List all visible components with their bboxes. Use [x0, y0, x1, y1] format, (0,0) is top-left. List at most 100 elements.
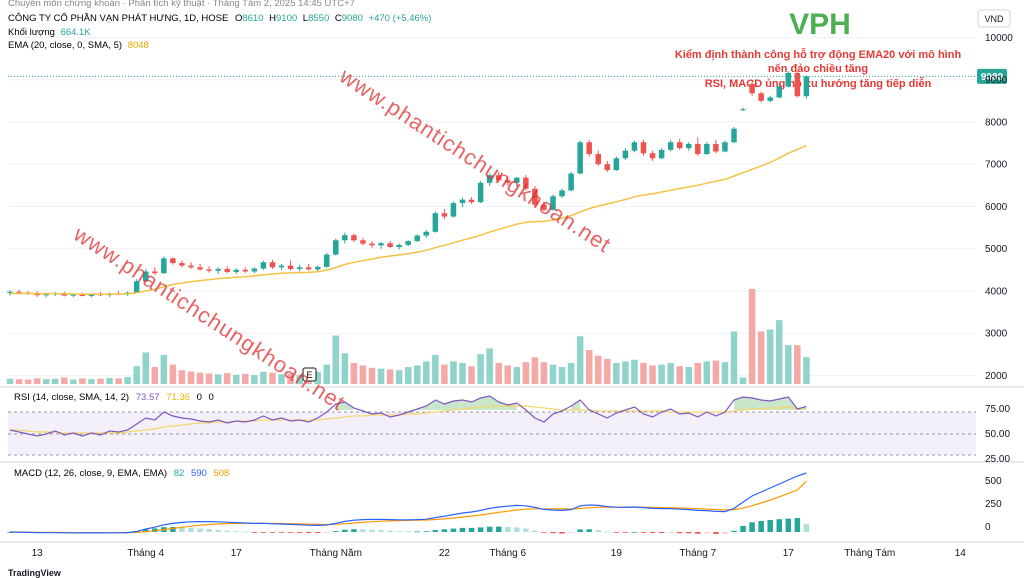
macd-histogram-bar — [206, 529, 212, 532]
volume-bar — [686, 367, 693, 384]
candle-body — [161, 258, 167, 273]
candle-body — [632, 142, 638, 150]
price-tick-label: 10000 — [985, 33, 1013, 44]
macd-line — [10, 473, 806, 533]
volume-bar — [477, 354, 484, 384]
candle-body — [433, 213, 439, 232]
rsi-legend: RSI (14, close, SMA, 14, 2) 73.57 71.36 … — [14, 392, 214, 403]
macd-histogram-bar — [559, 532, 565, 534]
chart-top-line: Chuyên môn chứng khoán · Phân tích kỹ th… — [8, 0, 355, 9]
rsi-extra-1: 0 — [197, 392, 202, 403]
volume-bar — [523, 362, 530, 384]
volume-bar — [622, 361, 629, 384]
macd-label: MACD (12, 26, close, 9, EMA, EMA) — [14, 468, 167, 479]
macd-histogram-bar — [623, 532, 629, 533]
legend-ema: EMA (20, close, 0, SMA, 5) 8048 — [8, 40, 149, 51]
volume-bar — [495, 363, 502, 384]
macd-histogram-bar — [650, 532, 656, 533]
candle-body — [758, 93, 764, 101]
volume-bar — [16, 379, 22, 384]
macd-histogram-bar — [614, 532, 620, 533]
high-value: 9100 — [276, 13, 297, 24]
macd-histogram-bar — [224, 531, 230, 532]
macd-histogram-bar — [360, 529, 366, 532]
volume-bar — [532, 357, 539, 384]
time-axis: 13 Tháng 4 17 Tháng Năm 22 Tháng 6 19 Tháng 7 17… — [32, 548, 967, 559]
ema-value: 8048 — [128, 40, 149, 51]
watermark-1: www.phantichchungkhoan.net — [334, 63, 615, 258]
volume-bar — [25, 380, 32, 384]
candle-body — [378, 243, 384, 245]
volume-bar — [450, 361, 457, 384]
volume-bar — [369, 368, 376, 384]
macd-histogram-bar — [704, 532, 710, 534]
volume-bar — [152, 367, 159, 384]
volume-bar — [52, 379, 59, 384]
candle-body — [424, 232, 430, 236]
volume-bar — [360, 365, 367, 384]
candle-body — [659, 150, 665, 158]
candle-body — [80, 295, 86, 296]
macd-histogram-bar — [686, 532, 692, 533]
macd-histogram-bar — [541, 532, 547, 533]
candle-body — [351, 235, 357, 240]
price-tick-label: 6000 — [985, 202, 1008, 213]
time-tick-label: Tháng 4 — [127, 548, 164, 559]
ema-label: EMA (20, close, 0, SMA, 5) — [8, 40, 122, 51]
open-value: 8610 — [242, 13, 263, 24]
volume-bar — [414, 365, 421, 384]
macd-histogram-bar — [722, 532, 728, 534]
candle-body — [731, 129, 737, 143]
volume-bar — [568, 363, 575, 384]
candle-body — [786, 73, 792, 87]
macd-histogram-bar — [451, 529, 457, 532]
candle-body — [270, 262, 276, 267]
candle-body — [43, 294, 49, 295]
macd-histogram-bar — [487, 527, 493, 532]
macd-histogram-bar — [279, 532, 285, 533]
volume-bar — [251, 375, 258, 384]
candle-body — [641, 142, 647, 153]
signal-value: 508 — [213, 468, 229, 479]
candle-body — [360, 240, 366, 243]
macd-histogram-bar — [424, 531, 430, 532]
macd-histogram-bar — [378, 530, 384, 532]
price-tick-label: 5000 — [985, 244, 1008, 255]
macd-histogram-bar — [387, 531, 393, 532]
volume-bar — [133, 366, 140, 384]
rsi-tick-50: 50.00 — [985, 429, 1010, 440]
time-tick-label: 13 — [32, 548, 44, 559]
candle-body — [261, 262, 267, 268]
macd-histogram-bar — [731, 531, 737, 532]
company-name: CÔNG TY CỔ PHẦN VẠN PHÁT HƯNG, 1D, HOSE — [8, 12, 228, 24]
close-value: 9080 — [342, 13, 363, 24]
time-tick-label: Tháng Tám — [844, 548, 895, 559]
volume-bar — [215, 374, 222, 384]
rsi-value: 73.57 — [136, 392, 160, 403]
macd-histogram-bar — [577, 529, 583, 532]
macd-value: 590 — [191, 468, 207, 479]
candle-body — [387, 243, 393, 247]
volume-bar — [514, 367, 521, 384]
time-tick-label: 17 — [783, 548, 795, 559]
volume-bar — [260, 372, 267, 384]
candle-body — [333, 240, 339, 254]
macd-histogram-bar — [632, 532, 638, 533]
volume-bar — [695, 363, 702, 384]
macd-histogram-bar — [252, 532, 258, 533]
candle-body — [767, 97, 773, 100]
candle-body — [415, 236, 421, 241]
macd-histogram-bar — [405, 531, 411, 532]
volume-bar — [351, 363, 358, 384]
candle-body — [215, 269, 221, 271]
volume-bar — [640, 363, 647, 384]
candle-body — [197, 267, 203, 269]
candle-body — [179, 263, 185, 266]
volume-bar — [242, 374, 249, 384]
volume-bar — [631, 360, 638, 384]
macd-signal-line — [10, 481, 806, 533]
candle-body — [650, 153, 656, 158]
price-chart[interactable]: Chuyên môn chứng khoán · Phân tích kỹ th… — [0, 0, 1024, 577]
candle-body — [206, 269, 212, 270]
macd-histogram-bar — [369, 530, 375, 532]
